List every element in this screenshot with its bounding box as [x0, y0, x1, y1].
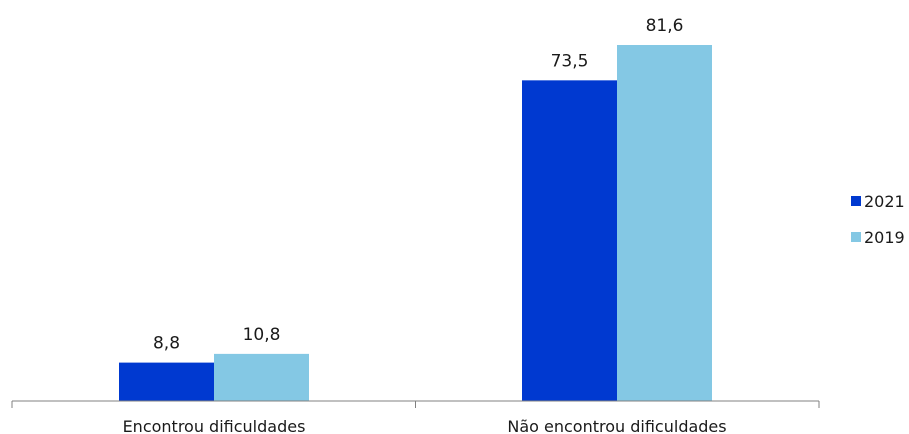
legend: 2021 2019 [851, 192, 905, 247]
bar-encontrou-dificuldades-2021 [119, 362, 214, 401]
legend-swatch-2019 [851, 232, 861, 242]
value-label-encontrou-dificuldades-2021: 8,8 [153, 334, 180, 354]
legend-swatch-2021 [851, 196, 861, 206]
bar-nao-encontrou-dificuldades-2019 [617, 45, 712, 401]
value-label-encontrou-dificuldades-2019: 10,8 [243, 325, 281, 345]
x-axis [11, 400, 820, 408]
bar-encontrou-dificuldades-2019 [214, 353, 309, 401]
category-labels-group: Encontrou dificuldades Não encontrou difi… [123, 417, 727, 434]
legend-label-2021: 2021 [864, 192, 905, 211]
category-label-encontrou-dificuldades: Encontrou dificuldades [123, 417, 306, 434]
bars-group [119, 45, 712, 402]
legend-label-2019: 2019 [864, 228, 905, 247]
value-labels-group: 8,8 10,8 73,5 81,6 [153, 16, 683, 354]
value-label-nao-encontrou-dificuldades-2019: 81,6 [646, 16, 684, 36]
value-label-nao-encontrou-dificuldades-2021: 73,5 [551, 51, 589, 71]
bar-nao-encontrou-dificuldades-2021 [522, 80, 617, 402]
category-label-nao-encontrou-dificuldades: Não encontrou dificuldades [507, 417, 726, 434]
